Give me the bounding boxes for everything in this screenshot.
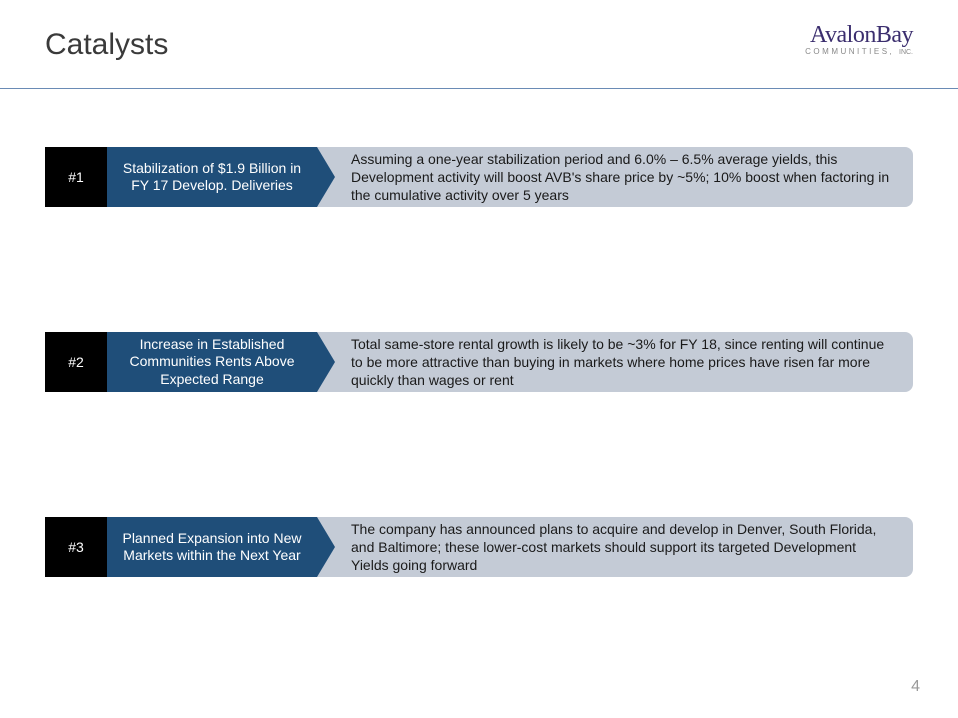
catalyst-row: #1 Stabilization of $1.9 Billion in FY 1… [45, 147, 913, 207]
page-number: 4 [911, 678, 920, 696]
slide-header: Catalysts AvalonBay COMMUNITIES, INC. [0, 0, 958, 88]
logo-sub-communities: COMMUNITIES, [805, 47, 894, 56]
header-divider [0, 88, 958, 89]
catalyst-number: #1 [45, 147, 107, 207]
catalyst-description: Assuming a one-year stabilization period… [317, 147, 913, 207]
catalyst-description: Total same-store rental growth is likely… [317, 332, 913, 392]
catalyst-description: The company has announced plans to acqui… [317, 517, 913, 577]
logo-main-text: AvalonBay [805, 22, 913, 49]
catalyst-row: #3 Planned Expansion into New Markets wi… [45, 517, 913, 577]
logo-sub-text: COMMUNITIES, INC. [805, 47, 913, 56]
catalyst-row: #2 Increase in Established Communities R… [45, 332, 913, 392]
company-logo: AvalonBay COMMUNITIES, INC. [805, 22, 913, 56]
slide-content: #1 Stabilization of $1.9 Billion in FY 1… [0, 147, 958, 577]
page-title: Catalysts [45, 28, 913, 62]
catalyst-number: #2 [45, 332, 107, 392]
catalyst-label: Stabilization of $1.9 Billion in FY 17 D… [107, 147, 317, 207]
logo-sub-inc: INC. [899, 49, 913, 56]
catalyst-number: #3 [45, 517, 107, 577]
catalyst-label: Increase in Established Communities Rent… [107, 332, 317, 392]
catalyst-label: Planned Expansion into New Markets withi… [107, 517, 317, 577]
